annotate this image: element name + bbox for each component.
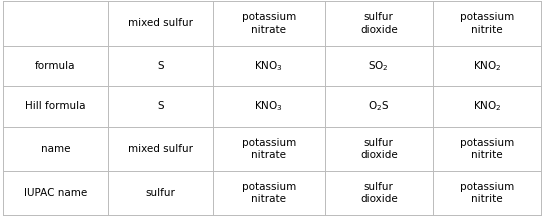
Text: Hill formula: Hill formula xyxy=(25,102,85,112)
Text: S: S xyxy=(157,61,164,71)
Text: potassium
nitrite: potassium nitrite xyxy=(460,12,514,35)
Text: mixed sulfur: mixed sulfur xyxy=(128,144,193,154)
Text: sulfur
dioxide: sulfur dioxide xyxy=(360,12,398,35)
Text: name: name xyxy=(41,144,70,154)
Text: formula: formula xyxy=(35,61,76,71)
Text: sulfur
dioxide: sulfur dioxide xyxy=(360,138,398,160)
Text: S: S xyxy=(157,102,164,112)
Text: KNO$_3$: KNO$_3$ xyxy=(255,59,283,73)
Text: KNO$_2$: KNO$_2$ xyxy=(473,100,502,113)
Text: mixed sulfur: mixed sulfur xyxy=(128,18,193,28)
Text: IUPAC name: IUPAC name xyxy=(24,188,87,198)
Text: KNO$_2$: KNO$_2$ xyxy=(473,59,502,73)
Text: O$_2$S: O$_2$S xyxy=(368,100,390,113)
Text: potassium
nitrite: potassium nitrite xyxy=(460,182,514,204)
Text: potassium
nitrate: potassium nitrate xyxy=(242,138,296,160)
Text: potassium
nitrate: potassium nitrate xyxy=(242,12,296,35)
Text: KNO$_3$: KNO$_3$ xyxy=(255,100,283,113)
Text: sulfur: sulfur xyxy=(146,188,175,198)
Text: SO$_2$: SO$_2$ xyxy=(368,59,389,73)
Text: potassium
nitrite: potassium nitrite xyxy=(460,138,514,160)
Text: sulfur
dioxide: sulfur dioxide xyxy=(360,182,398,204)
Text: potassium
nitrate: potassium nitrate xyxy=(242,182,296,204)
